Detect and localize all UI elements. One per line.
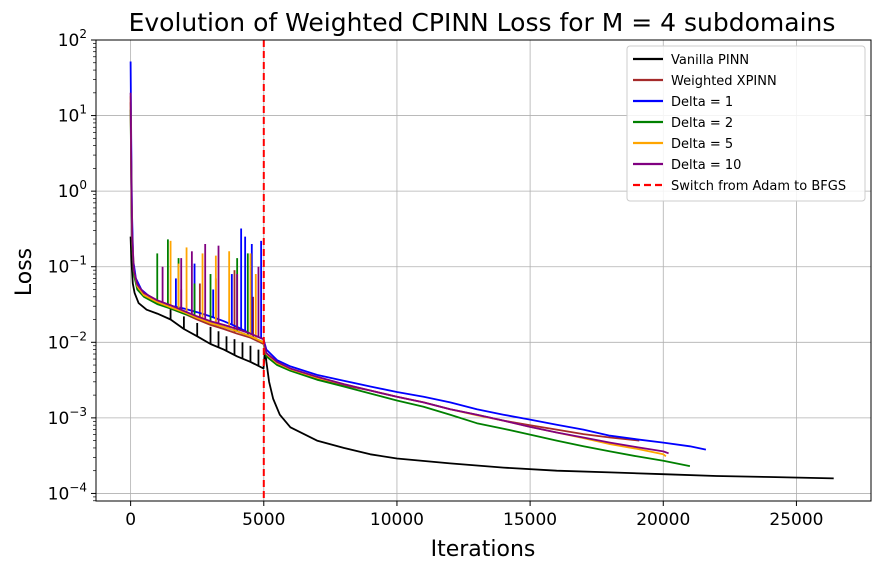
x-tick-label: 0 <box>125 510 136 530</box>
legend-entry-4: Delta = 5 <box>671 137 733 152</box>
x-tick-label: 5000 <box>242 510 285 530</box>
x-tick-label: 25000 <box>769 510 823 530</box>
y-tick-label: 102 <box>58 27 87 51</box>
x-axis-label: Iterations <box>431 537 536 562</box>
series-line-3 <box>129 109 691 467</box>
x-tick-label: 15000 <box>503 510 557 530</box>
tick-layer: 0 5000 10000 15000 20000 25000 102 101 100 10−1 10… <box>48 27 824 530</box>
chart-title: Evolution of Weighted CPINN Loss for M =… <box>129 8 836 37</box>
x-tick-label: 20000 <box>636 510 690 530</box>
legend-entry-3: Delta = 2 <box>671 116 733 131</box>
legend-box <box>626 45 866 202</box>
y-tick-label: 10−2 <box>48 329 87 353</box>
y-tick-label: 10−4 <box>48 480 87 504</box>
y-axis-label: Loss <box>12 248 37 296</box>
y-tick-label: 10−3 <box>48 405 87 429</box>
legend-entry-2: Delta = 1 <box>671 95 733 110</box>
x-tick-label: 10000 <box>370 510 424 530</box>
plot-area <box>129 40 834 501</box>
legend-entry-6: Switch from Adam to BFGS <box>671 179 846 194</box>
legend: Vanilla PINN Weighted XPINN Delta = 1 Delta… <box>626 45 866 202</box>
series-line-5 <box>129 92 669 455</box>
series-line-0 <box>129 236 834 480</box>
y-tick-label: 10−1 <box>48 254 87 278</box>
legend-entry-0: Vanilla PINN <box>671 53 749 68</box>
legend-entry-1: Weighted XPINN <box>671 74 777 89</box>
legend-entry-5: Delta = 10 <box>671 158 741 173</box>
y-tick-label: 100 <box>58 178 87 202</box>
y-tick-label: 101 <box>58 103 87 127</box>
